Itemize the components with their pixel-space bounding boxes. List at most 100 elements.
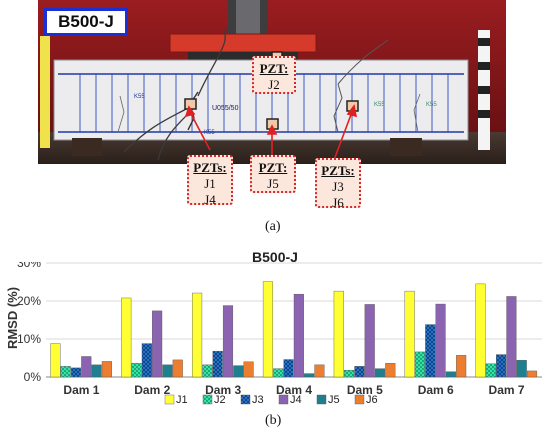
bar-j1-dam-2: [121, 297, 132, 378]
legend-swatch-j2: [202, 394, 213, 405]
bar-j6-dam-4: [314, 364, 325, 378]
specimen-photo: U055/50 K55 K55 K55 K55 B500-J: [38, 0, 506, 164]
specimen-photo-illustration: U055/50 K55 K55 K55 K55: [38, 0, 506, 164]
measuring-staff-left: [40, 36, 50, 148]
legend-label: J6: [366, 394, 378, 406]
concrete-beam: U055/50 K55 K55 K55 K55: [53, 29, 469, 161]
bar-j6-dam-2: [172, 359, 183, 378]
specimen-badge: B500-J: [44, 8, 128, 36]
bar-j5-dam-5: [374, 368, 386, 378]
support-right: [390, 138, 422, 156]
crack-line: [333, 83, 343, 133]
callout-pzt-j5: PZT: J5: [250, 155, 296, 193]
bars: [50, 281, 538, 378]
callout-heading: PZTs:: [193, 160, 227, 175]
bar-j2-dam-1: [60, 366, 71, 378]
specimen-mark: U055/50: [212, 105, 239, 112]
bar-j5-dam-6: [445, 371, 456, 378]
panel-label-b: (b): [265, 413, 282, 428]
bar-j2-dam-3: [202, 364, 213, 378]
legend-label: J2: [214, 394, 226, 406]
y-tick-label: 30%: [17, 262, 41, 270]
bar-j1-dam-7: [475, 283, 486, 378]
x-category-label: Dam 1: [63, 383, 99, 397]
panel-label-a: (a): [265, 219, 281, 234]
callout-pzt-j2: PZT: J2: [252, 56, 296, 94]
y-axis-label: RMSD (%): [5, 287, 20, 349]
callout-heading: PZTs:: [321, 163, 355, 178]
y-tick-label: 20%: [17, 294, 41, 308]
bar-j4-dam-1: [81, 356, 92, 378]
legend-label: J5: [328, 394, 340, 406]
bar-j1-dam-1: [50, 343, 61, 378]
callout-pzts-j3-j6: PZTs: J3 J6: [315, 158, 361, 210]
bar-j4-dam-7: [506, 296, 517, 378]
callout-line: J5: [267, 176, 279, 191]
callout-line: J3: [332, 179, 344, 194]
bar-j5-dam-4: [304, 373, 315, 378]
bar-j2-dam-5: [344, 369, 355, 378]
callout-line: J2: [268, 77, 280, 92]
x-category-label: Dam 5: [347, 383, 383, 397]
chart-title: B500-J: [252, 249, 298, 265]
legend: J1 J2 J3 J4 J5 J6: [164, 394, 378, 406]
pzt-sensor-j1-j4: [184, 98, 197, 110]
bar-j2-dam-6: [414, 351, 426, 378]
bar-j4-dam-5: [364, 304, 375, 378]
bar-j3-dam-4: [283, 359, 294, 378]
bar-j4-dam-2: [152, 310, 163, 378]
callout-heading: PZT:: [258, 160, 288, 175]
legend-label: J4: [290, 394, 302, 406]
bar-j4-dam-4: [293, 293, 304, 378]
callout-pzts-j1-j4: PZTs: J1 J4: [187, 155, 233, 207]
loading-plate: [169, 33, 317, 53]
bar-j4-dam-3: [222, 305, 234, 378]
x-category-label: Dam 4: [276, 383, 312, 397]
callout-line: J4: [204, 192, 216, 207]
legend-label: J3: [252, 394, 264, 406]
bar-j5-dam-7: [516, 360, 527, 378]
x-category-label: Dam 7: [489, 383, 525, 397]
x-category-label: Dam 2: [134, 383, 170, 397]
bar-j1-dam-6: [404, 290, 415, 378]
bar-j3-dam-5: [354, 366, 365, 378]
legend-swatch-j6: [354, 394, 365, 405]
x-category-label: Dam 3: [205, 383, 241, 397]
bar-j5-dam-3: [233, 365, 244, 378]
legend-swatch-j4: [278, 394, 289, 405]
callout-line: J6: [332, 195, 344, 210]
bar-j2-dam-2: [131, 363, 142, 378]
callout-line: J1: [204, 176, 216, 191]
callout-arrow: [333, 111, 353, 161]
x-category-label: Dam 6: [418, 383, 454, 397]
legend-label: J1: [176, 394, 188, 406]
bar-j5-dam-1: [91, 364, 102, 378]
bar-j6-dam-7: [526, 370, 538, 378]
callout-arrow: [189, 111, 211, 151]
bar-j2-dam-4: [273, 368, 284, 378]
bar-j3-dam-1: [70, 367, 82, 378]
support-left: [72, 138, 102, 156]
specimen-mark: K55: [134, 94, 145, 100]
bar-j2-dam-7: [485, 363, 496, 378]
rmsd-bar-chart: 0% 10% 20% 30% Dam 1 Dam 2 Dam 3 Dam 4 Dam 5 Dam …: [5, 262, 542, 406]
bar-j6-dam-3: [243, 361, 254, 378]
specimen-mark: K55: [426, 102, 437, 108]
legend-swatch-j1: [164, 394, 175, 405]
bar-j3-dam-3: [212, 350, 223, 378]
bar-j1-dam-3: [192, 292, 203, 378]
crack-line: [117, 95, 125, 133]
legend-swatch-j5: [316, 394, 327, 405]
bar-j6-dam-5: [385, 363, 396, 378]
bar-j4-dam-6: [435, 303, 446, 378]
y-tick-label: 10%: [17, 332, 41, 346]
bar-j3-dam-2: [141, 343, 152, 378]
bar-j3-dam-7: [496, 354, 507, 378]
legend-swatch-j3: [240, 394, 251, 405]
bar-j6-dam-6: [456, 355, 467, 378]
bar-j6-dam-1: [101, 361, 112, 378]
bar-j3-dam-6: [425, 324, 436, 378]
callout-heading: PZT:: [259, 61, 289, 76]
specimen-mark: K55: [204, 130, 215, 136]
specimen-mark: K55: [374, 102, 385, 108]
